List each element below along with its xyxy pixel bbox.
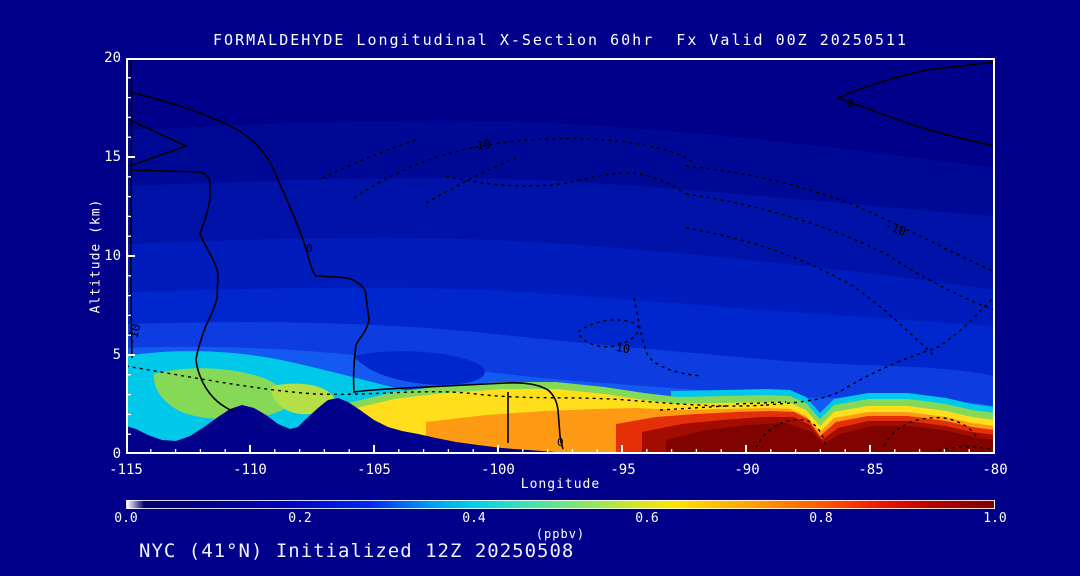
run-info-annotation: NYC (41°N) Initialized 12Z 20250508 [139,540,575,562]
x-tick-label: -90 [734,462,760,478]
cross-section-plot: -10 0 -10 -10 -10 0 0 [126,58,995,454]
contour-label: -10 [607,338,631,356]
x-tick-label: -95 [610,462,636,478]
x-tick-label: -105 [357,462,391,478]
contour-label: 0 [847,97,854,110]
colorbar-tick-label: 0.0 [114,511,138,526]
contour-label: -10 [468,137,491,154]
x-tick-label: -80 [982,462,1008,478]
y-tick-label: 10 [104,248,121,264]
terrain-profile [126,398,610,454]
colorbar-units-label: (ppbv) [535,527,586,541]
x-tick-label: -110 [233,462,267,478]
x-tick-label: -115 [109,462,143,478]
colorbar-tick-label: 0.2 [288,511,312,526]
x-axis-title: Longitude [520,477,601,492]
y-tick-label: 20 [104,50,121,66]
y-tick-label: 15 [104,149,121,165]
page-title: FORMALDEHYDE Longitudinal X-Section 60hr… [213,31,908,49]
solid-contours [129,58,995,450]
contour-label: 0 [306,242,313,255]
plot-frame [126,58,995,454]
contour-label: -10 [126,322,144,347]
y-tick-label: 0 [112,446,121,462]
colorbar [126,500,995,509]
contour-label: 0 [557,436,564,449]
colorbar-tick-label: 0.4 [462,511,486,526]
colorbar-tick-label: 1.0 [983,511,1007,526]
y-tick-label: 5 [112,347,121,363]
x-tick-label: -100 [481,462,515,478]
x-tick-label: -85 [858,462,884,478]
dashed-contours [126,137,995,451]
filled-contour-field [126,58,995,454]
colorbar-tick-label: 0.6 [635,511,659,526]
colorbar-tick-label: 0.8 [809,511,833,526]
